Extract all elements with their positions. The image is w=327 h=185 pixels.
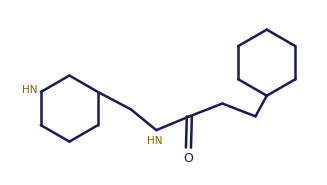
Text: O: O (183, 152, 193, 165)
Text: HN: HN (22, 85, 37, 95)
Text: HN: HN (147, 136, 162, 146)
